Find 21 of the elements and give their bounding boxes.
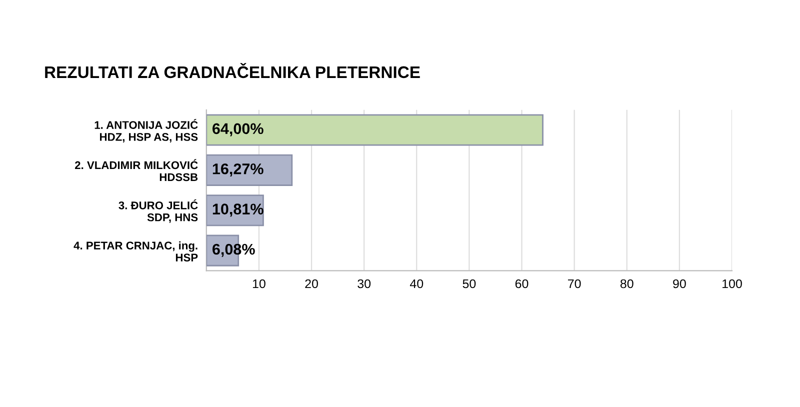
x-tick-label: 30 xyxy=(358,279,371,288)
x-tick-label: 70 xyxy=(568,279,581,288)
y-tick-label: 1. ANTONIJA JOZIĆ HDZ, HSP AS, HSS xyxy=(94,118,198,143)
y-tick-label: 4. PETAR CRNJAC, ing. HSP xyxy=(74,241,198,262)
x-tick-label: 50 xyxy=(462,279,476,288)
chart-title: REZULTATI ZA GRADNAČELNIKA PLETERNICE xyxy=(45,63,420,78)
x-tick-label: 90 xyxy=(673,279,686,288)
bar xyxy=(206,114,544,146)
x-tick-label: 80 xyxy=(620,279,634,288)
x-tick-label: 60 xyxy=(515,279,528,288)
y-tick-label: 3. ĐURO JELIĆ SDP, HNS xyxy=(118,199,198,223)
x-tick-label: 20 xyxy=(305,279,318,288)
x-tick-label: 40 xyxy=(410,279,424,288)
data-label: 16,27% xyxy=(212,163,264,176)
y-tick-label: 2. VLADIMIR MILKOVIĆ HDSSB xyxy=(74,159,198,182)
x-tick-label: 100 xyxy=(722,279,742,288)
bar xyxy=(206,154,293,186)
data-label: 10,81% xyxy=(212,204,264,217)
data-label: 6,08% xyxy=(212,244,255,257)
data-label: 64,00% xyxy=(212,123,264,136)
x-tick-label: 10 xyxy=(252,279,266,288)
